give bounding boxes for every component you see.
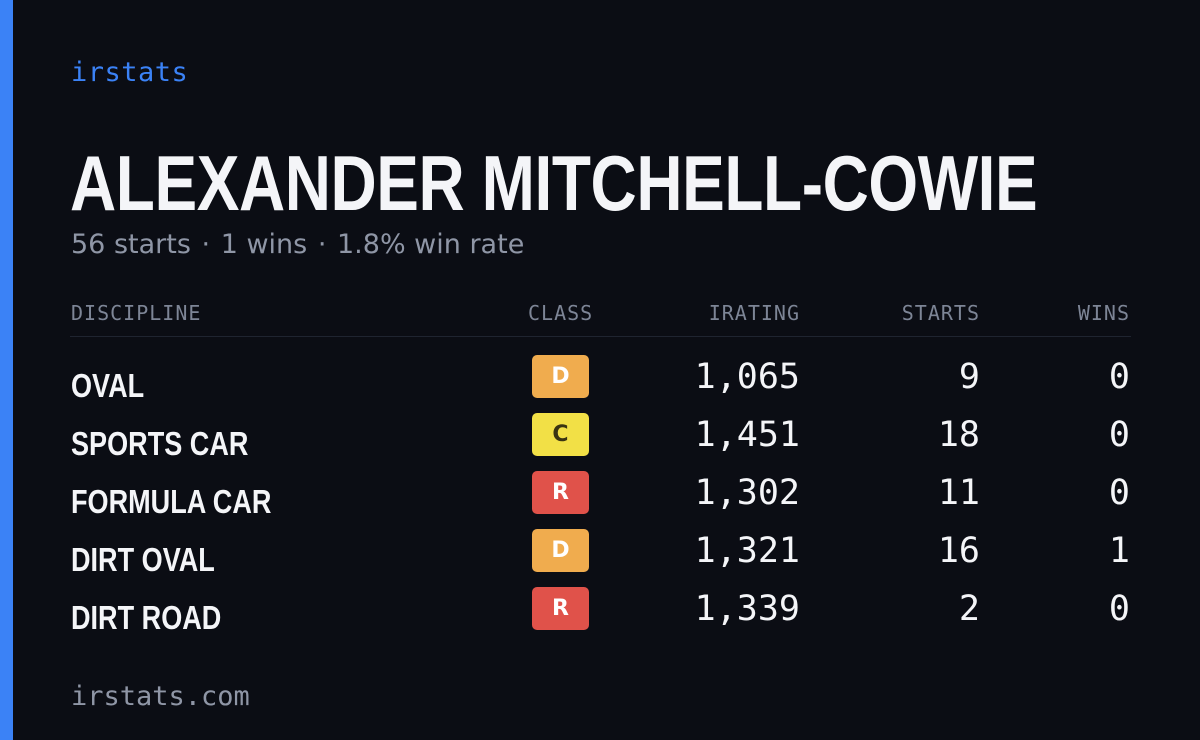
class-badge: C <box>532 413 589 456</box>
irating-value: 1,451 <box>694 415 800 455</box>
starts-value: 18 <box>937 415 980 455</box>
table-row: SPORTS CAR C 1,451 18 0 <box>0 412 1200 470</box>
header-irating: IRATING <box>708 301 800 325</box>
class-badge: D <box>532 529 589 572</box>
class-badge: R <box>532 471 589 514</box>
table-row: FORMULA CAR R 1,302 11 0 <box>0 470 1200 528</box>
header-discipline: DISCIPLINE <box>71 301 202 325</box>
table-row: DIRT ROAD R 1,339 2 0 <box>0 586 1200 644</box>
footer-url: irstats.com <box>71 681 250 712</box>
irating-value: 1,339 <box>694 589 800 629</box>
starts-value: 16 <box>937 531 980 571</box>
wins-value: 0 <box>1108 415 1130 455</box>
summary-separator: · <box>317 229 327 260</box>
wins-value: 0 <box>1108 589 1130 629</box>
header-starts: STARTS <box>901 301 980 325</box>
class-badge: D <box>532 355 589 398</box>
accent-bar <box>0 0 13 740</box>
discipline-name: OVAL <box>71 367 145 404</box>
driver-name: ALEXANDER MITCHELL-COWIE <box>70 139 1038 227</box>
summary-wins: 1 wins <box>220 229 308 260</box>
brand-logo-text: irstats <box>71 57 189 88</box>
discipline-name: DIRT ROAD <box>71 599 222 636</box>
irating-value: 1,302 <box>694 473 800 513</box>
wins-value: 1 <box>1108 531 1130 571</box>
table-row: DIRT OVAL D 1,321 16 1 <box>0 528 1200 586</box>
summary-win-rate: 1.8% win rate <box>337 229 525 260</box>
irating-value: 1,065 <box>694 357 800 397</box>
irating-value: 1,321 <box>694 531 800 571</box>
header-wins: WINS <box>1077 301 1130 325</box>
discipline-name: SPORTS CAR <box>71 425 249 462</box>
starts-value: 11 <box>937 473 980 513</box>
discipline-name: FORMULA CAR <box>71 483 272 520</box>
header-class: CLASS <box>528 301 594 325</box>
driver-summary: 56 starts · 1 wins · 1.8% win rate <box>71 227 524 263</box>
summary-separator: · <box>201 229 211 260</box>
header-divider <box>70 336 1131 337</box>
summary-starts: 56 starts <box>71 229 191 260</box>
table-row: OVAL D 1,065 9 0 <box>0 354 1200 412</box>
class-badge: R <box>532 587 589 630</box>
starts-value: 9 <box>958 357 980 397</box>
starts-value: 2 <box>958 589 980 629</box>
wins-value: 0 <box>1108 473 1130 513</box>
wins-value: 0 <box>1108 357 1130 397</box>
discipline-name: DIRT OVAL <box>71 541 215 578</box>
